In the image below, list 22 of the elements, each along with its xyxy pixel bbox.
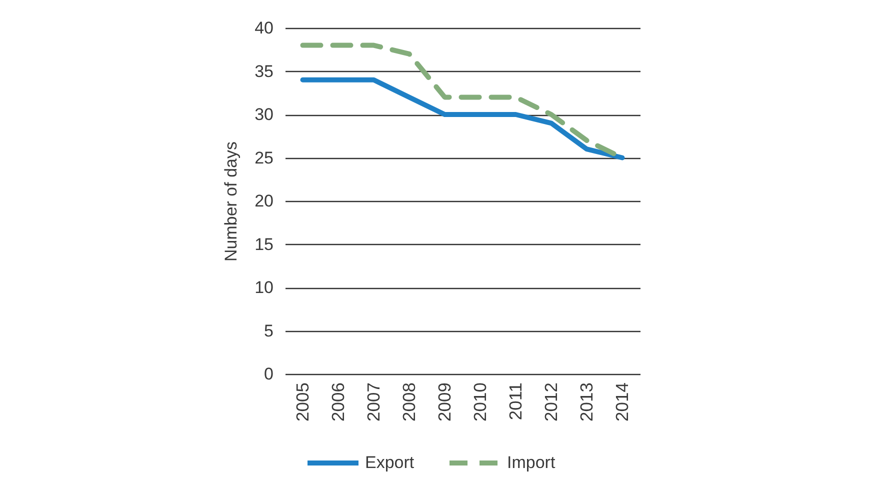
y-tick-label: 5: [264, 321, 274, 340]
x-tick-label: 2009: [434, 382, 454, 422]
y-tick-label: 10: [254, 278, 274, 297]
x-tick-label: 2007: [363, 382, 384, 422]
x-tick-label: 2006: [328, 382, 348, 422]
x-tick-label: 2013: [576, 382, 596, 422]
y-tick-label: 40: [254, 18, 274, 38]
x-tick-label: 2010: [470, 382, 490, 422]
x-tick-label: 2005: [292, 382, 312, 422]
y-tick-label: 0: [264, 364, 274, 384]
y-tick-label: 15: [254, 234, 274, 254]
legend-label: Export: [365, 453, 414, 472]
y-tick-label: 30: [254, 105, 274, 124]
y-tick-label: 20: [254, 192, 274, 210]
y-tick-label: 35: [254, 62, 274, 81]
x-tick-label: 2011: [505, 382, 526, 420]
x-tick-label: 2008: [398, 382, 419, 422]
legend-label: Import: [507, 453, 556, 472]
y-axis-title: Number of days: [222, 142, 241, 262]
x-tick-label: 2014: [612, 382, 632, 422]
x-tick-label: 2012: [540, 382, 561, 422]
y-tick-label: 25: [254, 148, 274, 168]
